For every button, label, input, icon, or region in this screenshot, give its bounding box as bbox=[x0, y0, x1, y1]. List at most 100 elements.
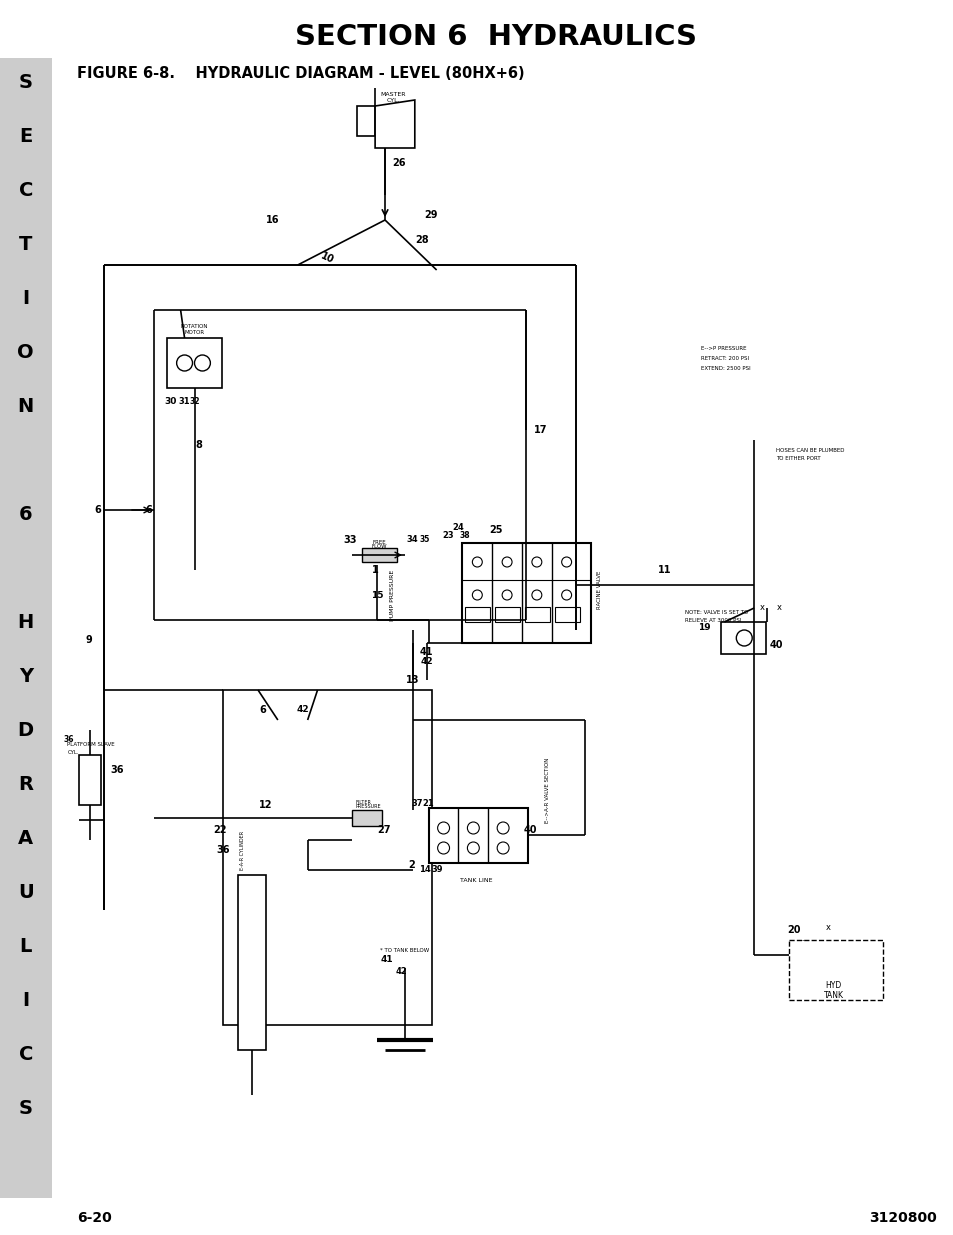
Text: 37: 37 bbox=[411, 799, 422, 808]
Text: R: R bbox=[18, 774, 33, 794]
Text: C: C bbox=[19, 1045, 33, 1063]
Text: 31: 31 bbox=[178, 398, 191, 406]
Text: U: U bbox=[18, 883, 33, 902]
Text: 10: 10 bbox=[319, 251, 335, 266]
Text: ROTATION: ROTATION bbox=[180, 324, 208, 329]
Text: FILTER: FILTER bbox=[355, 799, 371, 804]
Text: 36: 36 bbox=[216, 845, 230, 855]
Text: O: O bbox=[17, 342, 34, 362]
Text: 6: 6 bbox=[145, 505, 152, 515]
Text: 36: 36 bbox=[64, 736, 74, 745]
Text: HOSES CAN BE PLUMBED: HOSES CAN BE PLUMBED bbox=[775, 447, 843, 452]
Text: 26: 26 bbox=[392, 158, 405, 168]
Text: E-A-R CYLINDER: E-A-R CYLINDER bbox=[239, 831, 244, 869]
Bar bbox=[167, 338, 222, 388]
Bar bbox=[356, 106, 375, 136]
Text: 13: 13 bbox=[406, 676, 419, 685]
Text: 42: 42 bbox=[296, 705, 309, 715]
Text: 42: 42 bbox=[395, 967, 407, 977]
Text: 11: 11 bbox=[658, 564, 671, 576]
Text: I: I bbox=[22, 289, 30, 308]
Text: 29: 29 bbox=[423, 210, 437, 220]
Text: TANK: TANK bbox=[822, 992, 842, 1000]
Text: 24: 24 bbox=[452, 524, 464, 532]
Text: 27: 27 bbox=[376, 825, 391, 835]
Text: 1: 1 bbox=[372, 564, 378, 576]
Text: 6: 6 bbox=[19, 505, 32, 524]
Text: MOTOR: MOTOR bbox=[184, 331, 204, 336]
Bar bbox=[462, 543, 591, 643]
Text: 6: 6 bbox=[93, 505, 100, 515]
Text: 16: 16 bbox=[266, 215, 279, 225]
Text: 15: 15 bbox=[371, 592, 383, 600]
Bar bbox=[720, 622, 765, 655]
Bar bbox=[428, 808, 527, 863]
Text: 6-20: 6-20 bbox=[77, 1212, 112, 1225]
Text: T: T bbox=[19, 235, 32, 253]
Text: 17: 17 bbox=[534, 425, 547, 435]
Text: C: C bbox=[19, 180, 33, 200]
Text: EXTEND: 2500 PSI: EXTEND: 2500 PSI bbox=[700, 366, 750, 370]
Text: 2: 2 bbox=[408, 860, 415, 869]
Text: * TO TANK BELOW: * TO TANK BELOW bbox=[380, 947, 429, 952]
Text: 19: 19 bbox=[698, 622, 710, 631]
Text: 25: 25 bbox=[489, 525, 502, 535]
Bar bbox=[0, 58, 51, 1198]
Text: 41: 41 bbox=[419, 647, 433, 657]
Text: S: S bbox=[19, 73, 32, 91]
Bar bbox=[465, 606, 490, 622]
Bar bbox=[223, 690, 431, 1025]
Text: 41: 41 bbox=[380, 956, 393, 965]
Bar bbox=[524, 606, 549, 622]
Text: 42: 42 bbox=[420, 657, 433, 667]
Text: SECTION 6  HYDRAULICS: SECTION 6 HYDRAULICS bbox=[294, 23, 697, 51]
Text: 21: 21 bbox=[422, 799, 435, 808]
Text: x: x bbox=[825, 924, 830, 932]
Text: 35: 35 bbox=[419, 536, 430, 545]
Bar bbox=[238, 876, 266, 1050]
Text: TO EITHER PORT: TO EITHER PORT bbox=[775, 456, 820, 461]
Text: x: x bbox=[759, 604, 763, 613]
Text: 36: 36 bbox=[111, 764, 124, 776]
Bar bbox=[788, 940, 882, 1000]
Text: 20: 20 bbox=[786, 925, 800, 935]
Text: -----: ----- bbox=[797, 937, 809, 944]
Text: 6: 6 bbox=[259, 705, 266, 715]
Text: PLATFORM SLAVE: PLATFORM SLAVE bbox=[68, 742, 115, 747]
Text: L: L bbox=[20, 936, 32, 956]
Text: HYD: HYD bbox=[824, 981, 841, 989]
Text: 23: 23 bbox=[442, 531, 454, 541]
Text: RELIEVE AT 3000 PSI: RELIEVE AT 3000 PSI bbox=[684, 618, 740, 622]
Text: D: D bbox=[18, 720, 33, 740]
Text: 39: 39 bbox=[432, 866, 443, 874]
Text: 38: 38 bbox=[458, 531, 469, 541]
Text: 8: 8 bbox=[194, 440, 202, 450]
Text: RETRACT: 200 PSI: RETRACT: 200 PSI bbox=[700, 356, 748, 361]
Text: CYL.: CYL. bbox=[68, 751, 79, 756]
Text: I: I bbox=[22, 990, 30, 1009]
Text: 32: 32 bbox=[189, 398, 199, 406]
Text: 3120800: 3120800 bbox=[868, 1212, 936, 1225]
Text: E-->A-R VALVE SECTION: E-->A-R VALVE SECTION bbox=[545, 757, 550, 823]
Bar bbox=[554, 606, 578, 622]
Text: 9: 9 bbox=[86, 635, 92, 645]
Bar bbox=[352, 810, 381, 826]
Text: FIGURE 6-8.    HYDRAULIC DIAGRAM - LEVEL (80HX+6): FIGURE 6-8. HYDRAULIC DIAGRAM - LEVEL (8… bbox=[77, 65, 524, 80]
Text: MASTER: MASTER bbox=[380, 91, 405, 96]
Text: E: E bbox=[19, 126, 32, 146]
Text: CYL.: CYL. bbox=[386, 98, 399, 103]
Text: RACINE VALVE: RACINE VALVE bbox=[597, 571, 601, 609]
Text: TANK LINE: TANK LINE bbox=[459, 878, 492, 883]
Text: S: S bbox=[19, 1098, 32, 1118]
Text: x: x bbox=[776, 604, 781, 613]
Polygon shape bbox=[375, 100, 415, 148]
Text: 34: 34 bbox=[406, 536, 417, 545]
Text: PUMP PRESSURE: PUMP PRESSURE bbox=[390, 569, 395, 621]
Bar bbox=[495, 606, 519, 622]
Text: A: A bbox=[18, 829, 33, 847]
Text: NOTE: VALVE IS SET TO: NOTE: VALVE IS SET TO bbox=[684, 610, 747, 615]
Bar bbox=[79, 755, 101, 805]
Text: PRESSURE: PRESSURE bbox=[355, 804, 380, 809]
Text: 22: 22 bbox=[213, 825, 227, 835]
Text: E-->P PRESSURE: E-->P PRESSURE bbox=[700, 346, 745, 351]
